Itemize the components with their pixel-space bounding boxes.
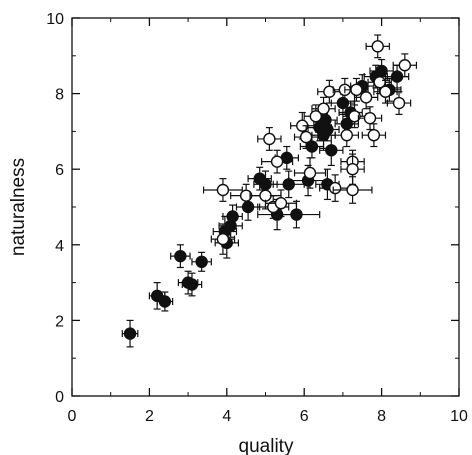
axis-ticks	[71, 17, 460, 397]
open-data-point	[261, 149, 294, 174]
y-tick-label: 8	[55, 87, 64, 104]
y-tick-label: 2	[55, 313, 64, 330]
filled-marker	[290, 208, 303, 221]
open-marker	[379, 85, 392, 98]
open-marker	[392, 96, 406, 110]
open-data-point	[319, 174, 352, 202]
open-marker	[216, 232, 230, 246]
y-tick-label: 6	[55, 162, 64, 179]
filled-data-point	[121, 319, 139, 348]
open-data-point	[353, 85, 379, 110]
open-data-point	[210, 223, 236, 255]
x-tick-label: 6	[300, 408, 309, 425]
open-data-point	[311, 96, 336, 121]
open-data-point	[257, 127, 282, 151]
x-tick-label: 8	[377, 408, 386, 425]
open-marker	[346, 162, 359, 176]
open-marker	[259, 189, 272, 202]
open-marker	[263, 132, 276, 146]
open-data-point	[334, 123, 359, 148]
open-marker	[328, 181, 342, 195]
open-data-point	[202, 178, 243, 202]
open-marker	[367, 128, 381, 142]
filled-data-point	[156, 291, 174, 312]
x-tick-label: 0	[68, 408, 77, 425]
open-marker	[346, 183, 359, 197]
open-data-point	[365, 34, 390, 59]
open-marker	[274, 197, 288, 210]
open-marker	[359, 91, 373, 104]
open-data-point	[317, 79, 342, 104]
y-tick-label: 4	[55, 238, 64, 255]
filled-data-point	[319, 134, 344, 167]
open-data-point	[373, 79, 398, 104]
x-tick-label: 4	[222, 408, 231, 425]
filled-marker	[325, 144, 338, 157]
open-marker	[299, 130, 313, 144]
open-data-point	[386, 91, 412, 115]
open-marker	[270, 155, 284, 168]
filled-marker	[195, 255, 208, 269]
open-data-point	[357, 106, 383, 131]
open-data-point	[293, 125, 319, 150]
filled-data-point	[315, 117, 340, 142]
open-data-point	[332, 176, 373, 204]
open-marker	[340, 128, 353, 142]
open-marker	[398, 59, 412, 72]
filled-marker	[321, 123, 334, 136]
open-marker	[348, 110, 361, 123]
filled-marker	[123, 327, 137, 340]
filled-data-point	[170, 244, 191, 269]
open-data-point	[264, 189, 298, 218]
filled-data-point	[191, 251, 212, 272]
x-tick-label: 10	[450, 408, 468, 425]
filled-marker	[390, 70, 404, 83]
filled-marker	[185, 278, 199, 291]
filled-data-point	[272, 170, 305, 199]
x-tick-label: 2	[145, 408, 154, 425]
open-marker	[371, 40, 384, 53]
axis-tick-labels: 0 2 4 6 8 10 0 2 4 6 8 10	[46, 11, 468, 425]
open-data-point	[361, 123, 387, 148]
filled-marker	[174, 249, 187, 263]
filled-marker	[158, 295, 172, 308]
filled-data-point	[181, 272, 203, 297]
open-marker	[216, 183, 230, 197]
y-tick-label: 0	[55, 389, 64, 406]
open-data-point	[293, 157, 327, 189]
open-marker	[317, 102, 330, 115]
y-axis-title: naturalness	[8, 158, 29, 256]
filled-marker	[226, 210, 239, 223]
open-marker	[323, 85, 336, 98]
open-marker	[309, 110, 323, 123]
open-marker	[350, 83, 363, 97]
y-tick-label: 10	[46, 11, 64, 28]
filled-marker	[336, 96, 350, 110]
open-marker	[363, 111, 377, 125]
open-marker	[303, 166, 317, 180]
open-data-point	[392, 53, 418, 78]
data-points	[121, 34, 418, 348]
filled-data-point	[222, 204, 243, 229]
x-axis-title: quality	[239, 436, 294, 455]
